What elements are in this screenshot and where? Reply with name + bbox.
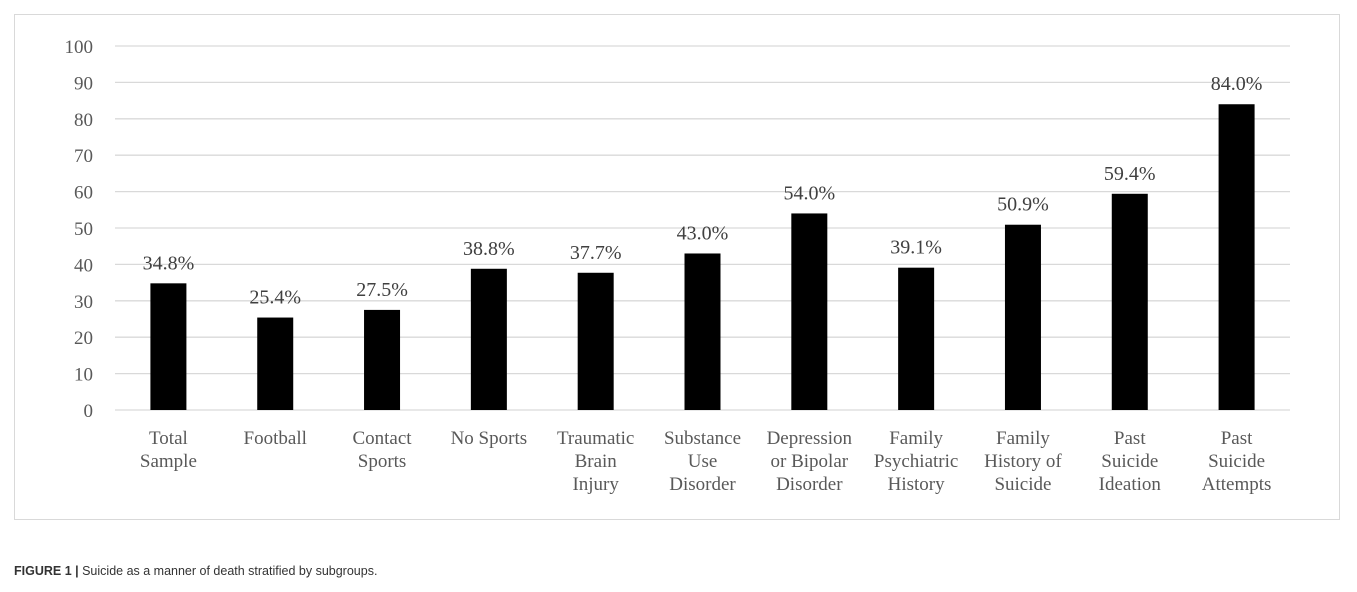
data-label: 27.5% <box>356 279 408 301</box>
x-category-label: History <box>888 474 946 495</box>
y-tick-label: 50 <box>74 219 93 240</box>
data-label: 43.0% <box>677 222 729 244</box>
y-tick-label: 0 <box>84 401 94 422</box>
x-category-label: Family <box>996 428 1050 449</box>
bar <box>898 267 935 410</box>
x-category-label: or Bipolar <box>771 451 849 472</box>
y-tick-label: 100 <box>65 37 94 58</box>
bars <box>150 104 1255 411</box>
x-category-label: Total <box>149 428 188 449</box>
x-category-label: No Sports <box>451 428 528 449</box>
x-category-label: Sample <box>140 451 197 472</box>
bar <box>257 317 294 410</box>
data-label: 25.4% <box>249 287 301 309</box>
y-tick-label: 10 <box>74 365 93 386</box>
x-category-label: Attempts <box>1202 474 1272 495</box>
x-category-label: Psychiatric <box>874 451 958 472</box>
x-category-label: Brain <box>575 451 618 472</box>
data-label: 54.0% <box>783 182 835 204</box>
data-label: 59.4% <box>1104 163 1156 185</box>
x-category-label: Suicide <box>1101 451 1158 472</box>
bar-chart: 0 10 20 30 40 50 60 70 80 90 100 34.8% 25.4% 27.5% 38… <box>65 37 1290 495</box>
y-axis-ticks: 0 10 20 30 40 50 60 70 80 90 100 <box>65 37 94 422</box>
y-tick-label: 40 <box>74 255 93 276</box>
data-label: 39.1% <box>890 237 942 259</box>
bar <box>1218 104 1255 411</box>
bar <box>684 253 721 410</box>
data-labels: 34.8% 25.4% 27.5% 38.8% 37.7% 43.0% 54.0% 39.1%… <box>143 73 1263 308</box>
x-category-label: Ideation <box>1099 474 1162 495</box>
y-tick-label: 70 <box>74 146 93 167</box>
x-category-label: Suicide <box>1208 451 1265 472</box>
x-category-label: Past <box>1114 428 1146 449</box>
bar <box>364 309 401 410</box>
caption-label: FIGURE 1 | <box>14 564 79 578</box>
x-category-label: Use <box>688 451 718 472</box>
x-category-label: Sports <box>358 451 407 472</box>
bar <box>1111 193 1148 410</box>
bar <box>470 268 507 410</box>
bar <box>577 272 614 410</box>
x-category-label: Disorder <box>776 474 843 495</box>
y-tick-label: 30 <box>74 292 93 313</box>
bar <box>1004 224 1041 410</box>
data-label: 38.8% <box>463 238 515 260</box>
x-category-label: Contact <box>352 428 412 449</box>
x-category-label: Depression <box>767 428 853 449</box>
data-label: 84.0% <box>1211 73 1263 95</box>
data-label: 34.8% <box>143 252 195 274</box>
x-category-label: Suicide <box>994 474 1051 495</box>
data-label: 50.9% <box>997 194 1049 216</box>
bar <box>791 213 828 410</box>
bar <box>150 283 187 410</box>
data-label: 37.7% <box>570 242 622 264</box>
y-tick-label: 60 <box>74 183 93 204</box>
x-category-label: Traumatic <box>557 428 634 449</box>
x-category-label: Injury <box>572 474 619 495</box>
figure-caption: FIGURE 1 | Suicide as a manner of death … <box>14 564 377 578</box>
y-tick-label: 90 <box>74 73 93 94</box>
x-category-label: Substance <box>664 428 741 449</box>
grid-lines <box>115 45 1290 411</box>
y-tick-label: 80 <box>74 110 93 131</box>
x-category-label: Football <box>244 428 307 449</box>
y-tick-label: 20 <box>74 328 93 349</box>
x-category-label: History of <box>984 451 1062 472</box>
caption-text: Suicide as a manner of death stratified … <box>78 564 378 578</box>
x-category-label: Disorder <box>669 474 736 495</box>
x-category-label: Past <box>1221 428 1253 449</box>
x-category-label: Family <box>889 428 943 449</box>
